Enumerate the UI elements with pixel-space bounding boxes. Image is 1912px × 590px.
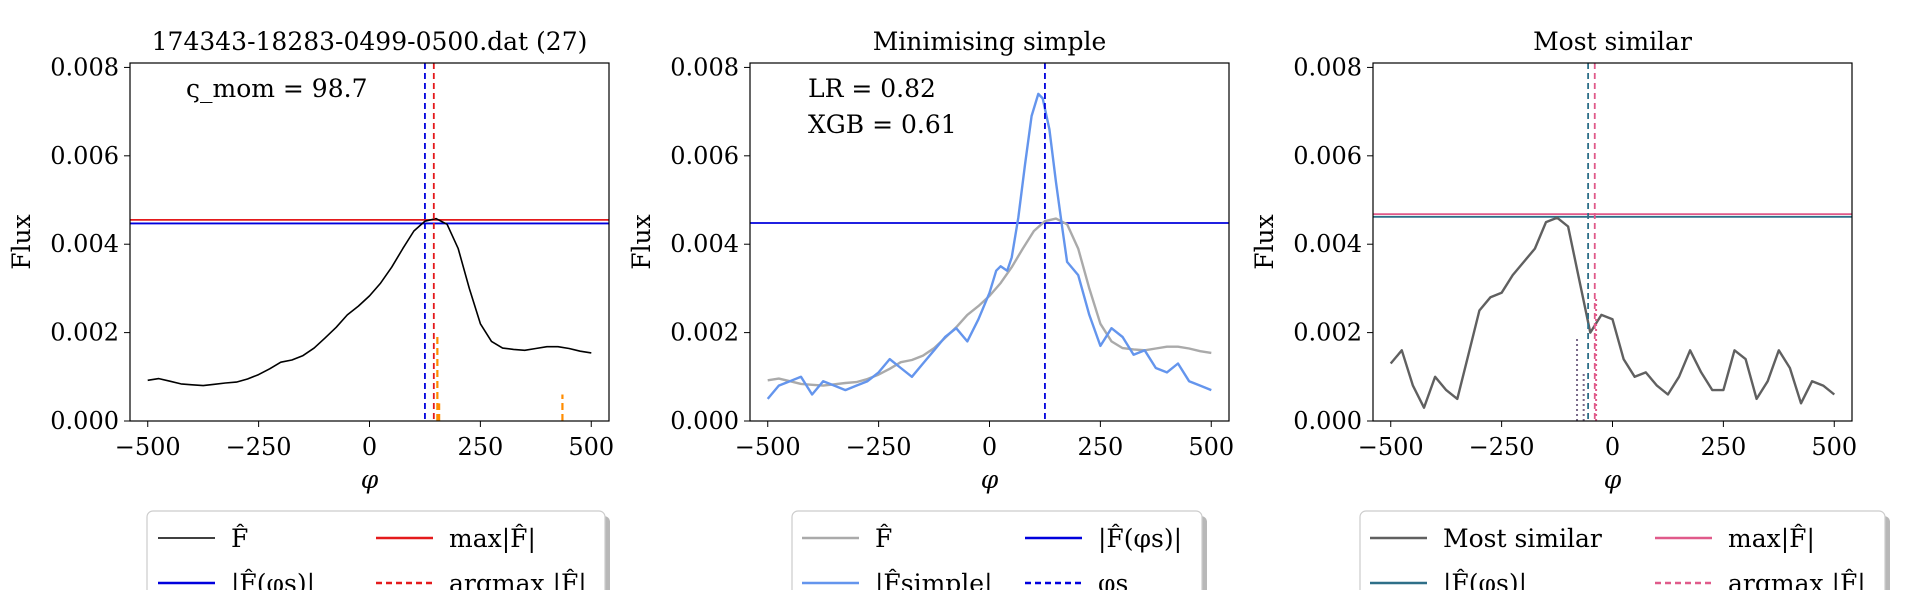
series-line-1	[767, 217, 1212, 387]
x-tick-label: −500	[115, 433, 181, 461]
plot-marks	[130, 63, 609, 421]
x-axis-label: φ	[1604, 465, 1622, 494]
y-axis-label: Flux	[627, 214, 656, 270]
chart-panel-3: −500 −250 0 250 500 0.000 0.002 0.004 0.006 0.008…	[1250, 27, 1890, 590]
legend-label: φs	[1098, 569, 1128, 590]
y-tick-label: 0.006	[1293, 142, 1362, 170]
chart-panel-1: −500 −250 0 250 500 0.000 0.002 0.004 0.006 0.008…	[7, 27, 614, 590]
annotation-2: XGB = 0.61	[808, 110, 957, 139]
y-tick-label: 0.006	[670, 142, 739, 170]
x-tick-label: −250	[1469, 433, 1535, 461]
x-tick-label: 0	[362, 433, 377, 461]
legend: F̂ max|F̂| |F̂(φs)| argmax |F̂|	[146, 510, 610, 590]
plot-area	[1373, 63, 1852, 421]
legend-label: argmax |F̂|	[1728, 569, 1866, 590]
legend-label: Most similar	[1443, 524, 1602, 553]
plot-frame	[129, 62, 610, 422]
legend-label: |F̂(φs)|	[1098, 524, 1182, 554]
y-tick-label: 0.008	[670, 53, 739, 81]
legend: Most similar max|F̂| |F̂(φs)| argmax |F̂|	[1359, 510, 1890, 590]
x-tick-label: −500	[1358, 433, 1424, 461]
y-axis-label: Flux	[1250, 214, 1279, 270]
legend-label: F̂	[231, 524, 248, 553]
plot-marks	[750, 63, 1229, 421]
x-tick-label: 250	[1077, 433, 1123, 461]
y-tick-label: 0.002	[670, 319, 739, 347]
x-tick-label: 0	[982, 433, 997, 461]
legend-label: |F̂(φs)|	[231, 569, 315, 590]
x-axis-label: φ	[361, 465, 379, 494]
x-tick-label: 500	[568, 433, 614, 461]
x-tick-label: −500	[735, 433, 801, 461]
y-tick-label: 0.000	[1293, 407, 1362, 435]
plot-area	[130, 63, 609, 421]
y-tick-label: 0.002	[50, 319, 119, 347]
x-tick-label: −250	[226, 433, 292, 461]
x-tick-label: 250	[457, 433, 503, 461]
y-tick-label: 0.004	[1293, 230, 1362, 258]
y-tick-label: 0.008	[50, 53, 119, 81]
plot-marks	[1373, 63, 1852, 421]
legend-label: max|F̂|	[449, 524, 536, 554]
x-axis-label: φ	[981, 465, 999, 494]
x-tick-label: 500	[1188, 433, 1234, 461]
x-tick-label: 250	[1700, 433, 1746, 461]
chart-title: 174343-18283-0499-0500.dat (27)	[152, 27, 588, 56]
legend-label: F̂	[875, 524, 892, 553]
plot-frame	[1372, 62, 1853, 422]
y-tick-label: 0.004	[670, 230, 739, 258]
y-tick-label: 0.008	[1293, 53, 1362, 81]
legend-label: argmax |F̂|	[449, 569, 587, 590]
plot-area	[750, 63, 1229, 421]
annotation-1: ς_mom = 98.7	[186, 74, 367, 103]
legend: F̂ |F̂(φs)| |F̂simple| φs	[791, 510, 1207, 590]
series-line-1	[1389, 216, 1836, 409]
x-tick-label: 500	[1811, 433, 1857, 461]
legend-label: |F̂simple|	[875, 569, 993, 590]
legend-box	[791, 510, 1203, 590]
y-tick-label: 0.002	[1293, 319, 1362, 347]
legend-label: max|F̂|	[1728, 524, 1815, 554]
chart-title: Most similar	[1533, 27, 1692, 56]
x-tick-label: 0	[1605, 433, 1620, 461]
y-tick-label: 0.004	[50, 230, 119, 258]
chart-panel-2: −500 −250 0 250 500 0.000 0.002 0.004 0.006 0.008…	[627, 27, 1234, 590]
series-line-2	[766, 92, 1212, 400]
legend-box	[1359, 510, 1886, 590]
annotation-1: LR = 0.82	[808, 74, 936, 103]
legend-box	[146, 510, 606, 590]
chart-title: Minimising simple	[873, 27, 1107, 56]
y-tick-label: 0.000	[670, 407, 739, 435]
series-line-1	[147, 217, 592, 387]
x-tick-label: −250	[846, 433, 912, 461]
legend-label: |F̂(φs)|	[1443, 569, 1527, 590]
y-tick-label: 0.006	[50, 142, 119, 170]
y-axis-label: Flux	[7, 214, 36, 270]
y-tick-label: 0.000	[50, 407, 119, 435]
